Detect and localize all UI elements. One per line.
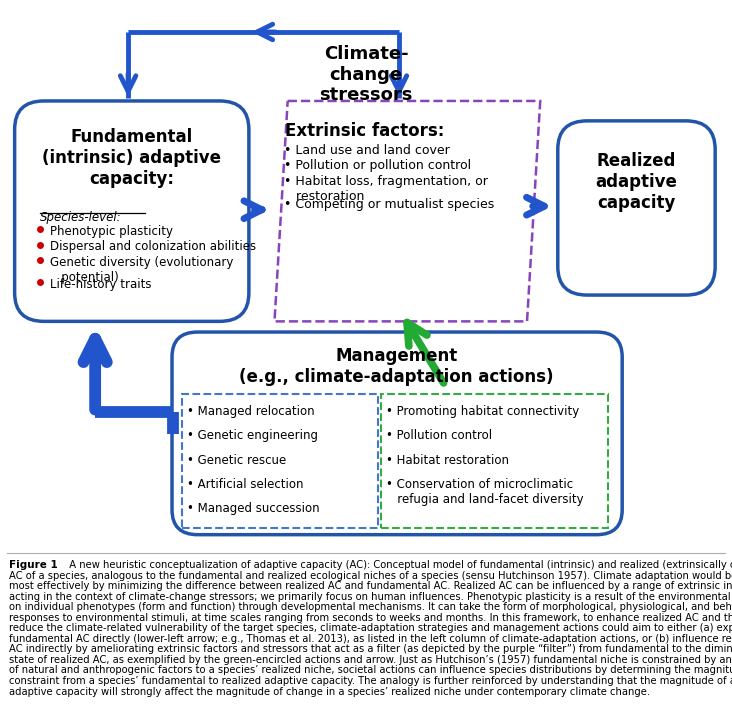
Text: reduce the climate-related vulnerability of the target species, climate-adaptati: reduce the climate-related vulnerability… [9, 624, 732, 634]
Text: Species-level:: Species-level: [40, 211, 122, 224]
Text: • Genetic rescue: • Genetic rescue [187, 454, 287, 466]
Text: AC indirectly by ameliorating extrinsic factors and stressors that act as a filt: AC indirectly by ameliorating extrinsic … [9, 644, 732, 654]
Text: Climate-
change
stressors: Climate- change stressors [319, 45, 413, 105]
Text: on individual phenotypes (form and function) through developmental mechanisms. I: on individual phenotypes (form and funct… [9, 602, 732, 612]
Text: • Artificial selection: • Artificial selection [187, 478, 304, 491]
Text: Figure 1: Figure 1 [9, 560, 58, 570]
Text: Phenotypic plasticity: Phenotypic plasticity [50, 225, 173, 237]
Text: adaptive capacity will strongly affect the magnitude of change in a species’ rea: adaptive capacity will strongly affect t… [9, 687, 650, 697]
Text: acting in the context of climate-change stressors; we primarily focus on human i: acting in the context of climate-change … [9, 592, 732, 602]
Text: • Habitat restoration: • Habitat restoration [386, 454, 509, 466]
Text: • Managed succession: • Managed succession [187, 502, 320, 515]
Text: most effectively by minimizing the difference between realized AC and fundamenta: most effectively by minimizing the diffe… [9, 582, 732, 592]
Text: Dispersal and colonization abilities: Dispersal and colonization abilities [50, 240, 256, 253]
Text: • Managed relocation: • Managed relocation [187, 405, 315, 418]
Text: • Promoting habitat connectivity: • Promoting habitat connectivity [386, 405, 580, 418]
FancyBboxPatch shape [172, 332, 622, 535]
Text: • Conservation of microclimatic
   refugia and land-facet diversity: • Conservation of microclimatic refugia … [386, 478, 584, 506]
Text: of natural and anthropogenic factors to a species’ realized niche, societal acti: of natural and anthropogenic factors to … [9, 665, 732, 675]
Text: Extrinsic factors:: Extrinsic factors: [285, 122, 445, 140]
Text: • Competing or mutualist species: • Competing or mutualist species [284, 198, 494, 211]
Text: responses to environmental stimuli, at time scales ranging from seconds to weeks: responses to environmental stimuli, at t… [9, 613, 732, 623]
Text: Life-history traits: Life-history traits [50, 278, 152, 291]
Text: Management
(e.g., climate-adaptation actions): Management (e.g., climate-adaptation act… [239, 347, 554, 386]
Text: AC of a species, analogous to the fundamental and realized ecological niches of : AC of a species, analogous to the fundam… [9, 571, 732, 581]
Text: • Habitat loss, fragmentation, or
   restoration: • Habitat loss, fragmentation, or restor… [284, 175, 488, 203]
Text: • Genetic engineering: • Genetic engineering [187, 429, 318, 442]
Polygon shape [274, 101, 540, 321]
FancyBboxPatch shape [15, 101, 249, 321]
Text: state of realized AC, as exemplified by the green-encircled actions and arrow. J: state of realized AC, as exemplified by … [9, 655, 732, 665]
Text: Realized
adaptive
capacity: Realized adaptive capacity [595, 152, 677, 212]
Text: • Land use and land cover: • Land use and land cover [284, 144, 449, 156]
FancyBboxPatch shape [381, 394, 608, 528]
Text: • Pollution or pollution control: • Pollution or pollution control [284, 159, 471, 172]
Text: • Pollution control: • Pollution control [386, 429, 493, 442]
Text: Genetic diversity (evolutionary
   potential): Genetic diversity (evolutionary potentia… [50, 256, 234, 284]
Text: A new heuristic conceptualization of adaptive capacity (AC): Conceptual model of: A new heuristic conceptualization of ada… [63, 560, 732, 570]
Text: fundamental AC directly (lower-left arrow; e.g., Thomas et al. 2013), as listed : fundamental AC directly (lower-left arro… [9, 634, 732, 644]
FancyBboxPatch shape [558, 121, 715, 295]
Text: constraint from a species’ fundamental to realized adaptive capacity. The analog: constraint from a species’ fundamental t… [9, 676, 732, 686]
Text: Fundamental
(intrinsic) adaptive
capacity:: Fundamental (intrinsic) adaptive capacit… [42, 128, 221, 188]
FancyBboxPatch shape [182, 394, 378, 528]
